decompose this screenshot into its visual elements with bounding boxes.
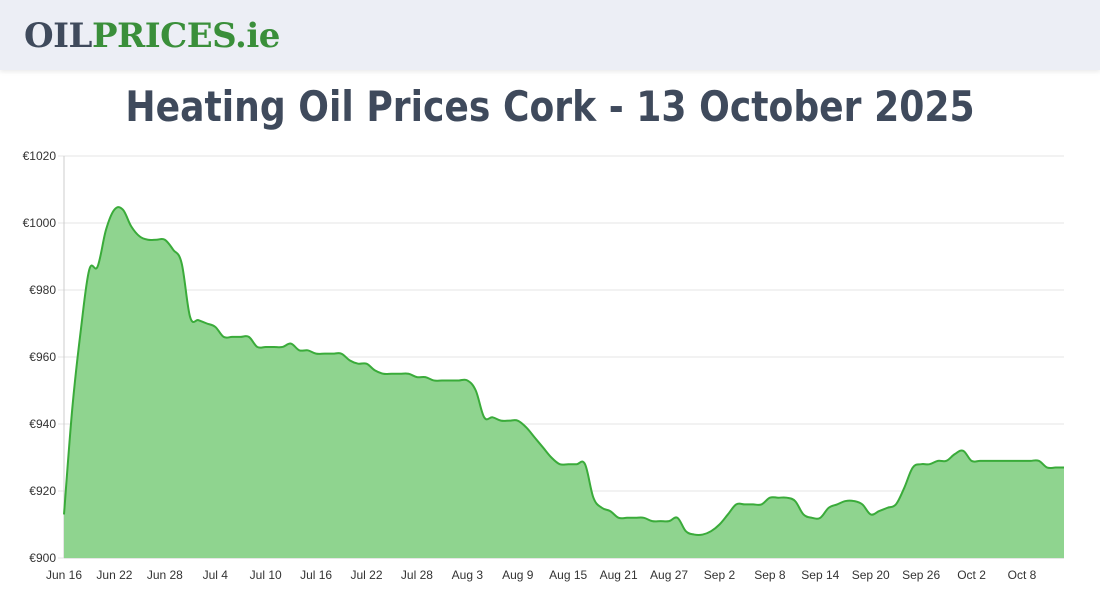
series-area — [63, 206, 1065, 559]
y-tick-label: €980 — [29, 283, 56, 297]
y-tick-labels: €900 €920 €940 €960 €980 €1000 €1020 — [23, 149, 57, 565]
logo-text-oil: OIL — [24, 16, 92, 56]
x-tick-label: Jul 16 — [300, 568, 332, 582]
x-tick-label: Jun 16 — [46, 568, 82, 582]
y-tick-label: €960 — [29, 350, 56, 364]
x-tick-label: Sep 20 — [852, 568, 890, 582]
x-tick-label: Aug 27 — [650, 568, 688, 582]
x-tick-label: Aug 3 — [452, 568, 484, 582]
x-tick-label: Jul 22 — [351, 568, 383, 582]
site-logo[interactable]: OILPRICES.ie — [24, 14, 280, 58]
x-tick-label: Sep 8 — [754, 568, 786, 582]
x-tick-label: Sep 14 — [801, 568, 839, 582]
y-tick-label: €920 — [29, 484, 56, 498]
series-line — [63, 206, 1065, 536]
series-fill — [64, 207, 1064, 559]
x-tick-label: Aug 15 — [549, 568, 587, 582]
y-tick-label: €940 — [29, 417, 56, 431]
site-header: OILPRICES.ie — [0, 0, 1100, 70]
y-tick-label: €1000 — [23, 216, 57, 230]
x-tick-label: Sep 26 — [902, 568, 940, 582]
x-tick-label: Aug 9 — [502, 568, 534, 582]
x-tick-label: Jul 28 — [401, 568, 433, 582]
page-title: Heating Oil Prices Cork - 13 October 202… — [125, 82, 975, 131]
y-tick-label: €900 — [29, 551, 56, 565]
logo-text-tld: .ie — [234, 16, 280, 56]
x-tick-label: Sep 2 — [704, 568, 736, 582]
logo-text-prices: PRICES — [91, 16, 236, 56]
x-tick-label: Jul 4 — [203, 568, 229, 582]
x-tick-label: Oct 2 — [957, 568, 986, 582]
x-tick-label: Aug 21 — [600, 568, 638, 582]
x-tick-label: Jul 10 — [250, 568, 282, 582]
x-tick-labels: Jun 16 Jun 22 Jun 28 Jul 4 Jul 10 Jul 16 Jul 2… — [46, 568, 1037, 582]
y-tick-label: €1020 — [23, 149, 57, 163]
x-tick-label: Oct 8 — [1008, 568, 1037, 582]
x-tick-label: Jun 28 — [147, 568, 183, 582]
x-tick-label: Jun 22 — [96, 568, 132, 582]
